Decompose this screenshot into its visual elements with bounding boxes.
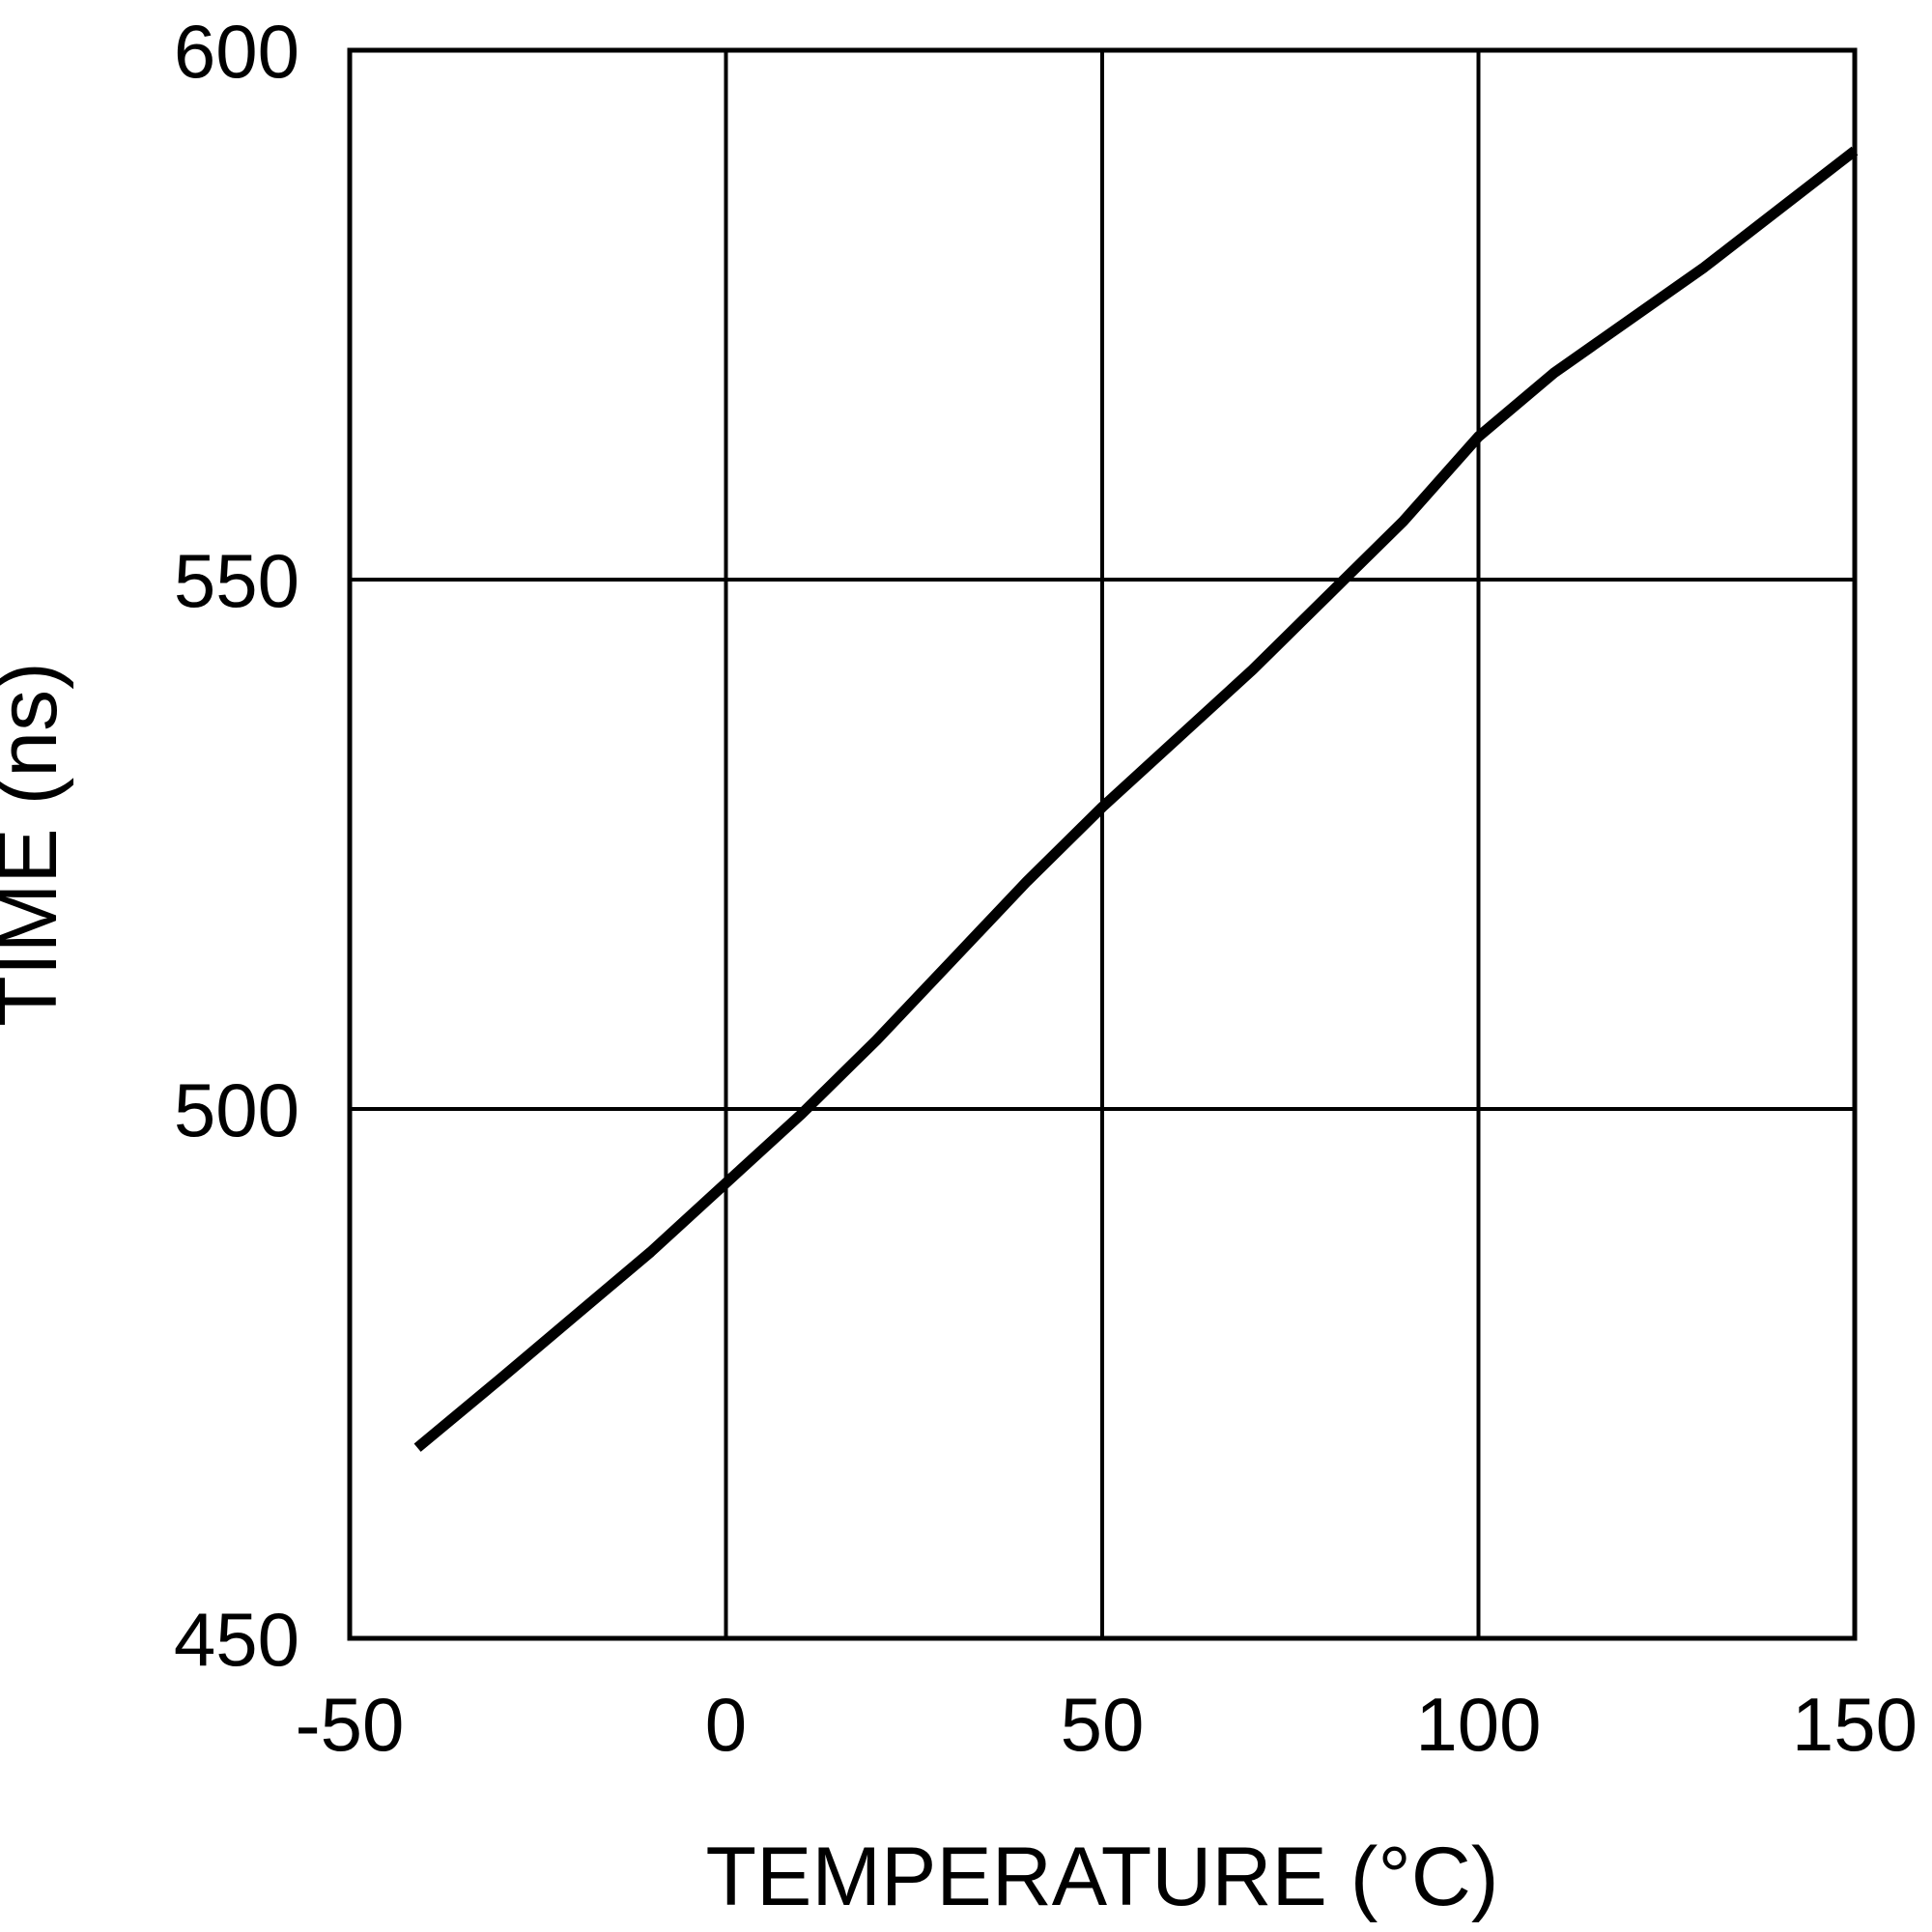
y-tick-labels: 450 500 550 600 <box>174 9 299 1682</box>
x-tick-label: 150 <box>1792 1682 1918 1767</box>
y-tick-label: 450 <box>174 1597 299 1682</box>
grid-lines <box>350 50 1855 1638</box>
y-tick-label: 600 <box>174 9 299 94</box>
x-tick-labels: -50 0 50 100 150 <box>296 1682 1918 1767</box>
x-axis-title: TEMPERATURE (°C) <box>705 1831 1498 1923</box>
x-tick-label: 50 <box>1061 1682 1145 1767</box>
y-tick-label: 500 <box>174 1067 299 1152</box>
x-tick-label: -50 <box>296 1682 405 1767</box>
plot-frame <box>347 47 1858 1641</box>
x-tick-label: 100 <box>1415 1682 1541 1767</box>
x-tick-label: 0 <box>705 1682 747 1767</box>
y-tick-label: 550 <box>174 538 299 623</box>
y-axis-title: TIME (ns) <box>0 662 74 1026</box>
series-line <box>413 146 1859 1452</box>
